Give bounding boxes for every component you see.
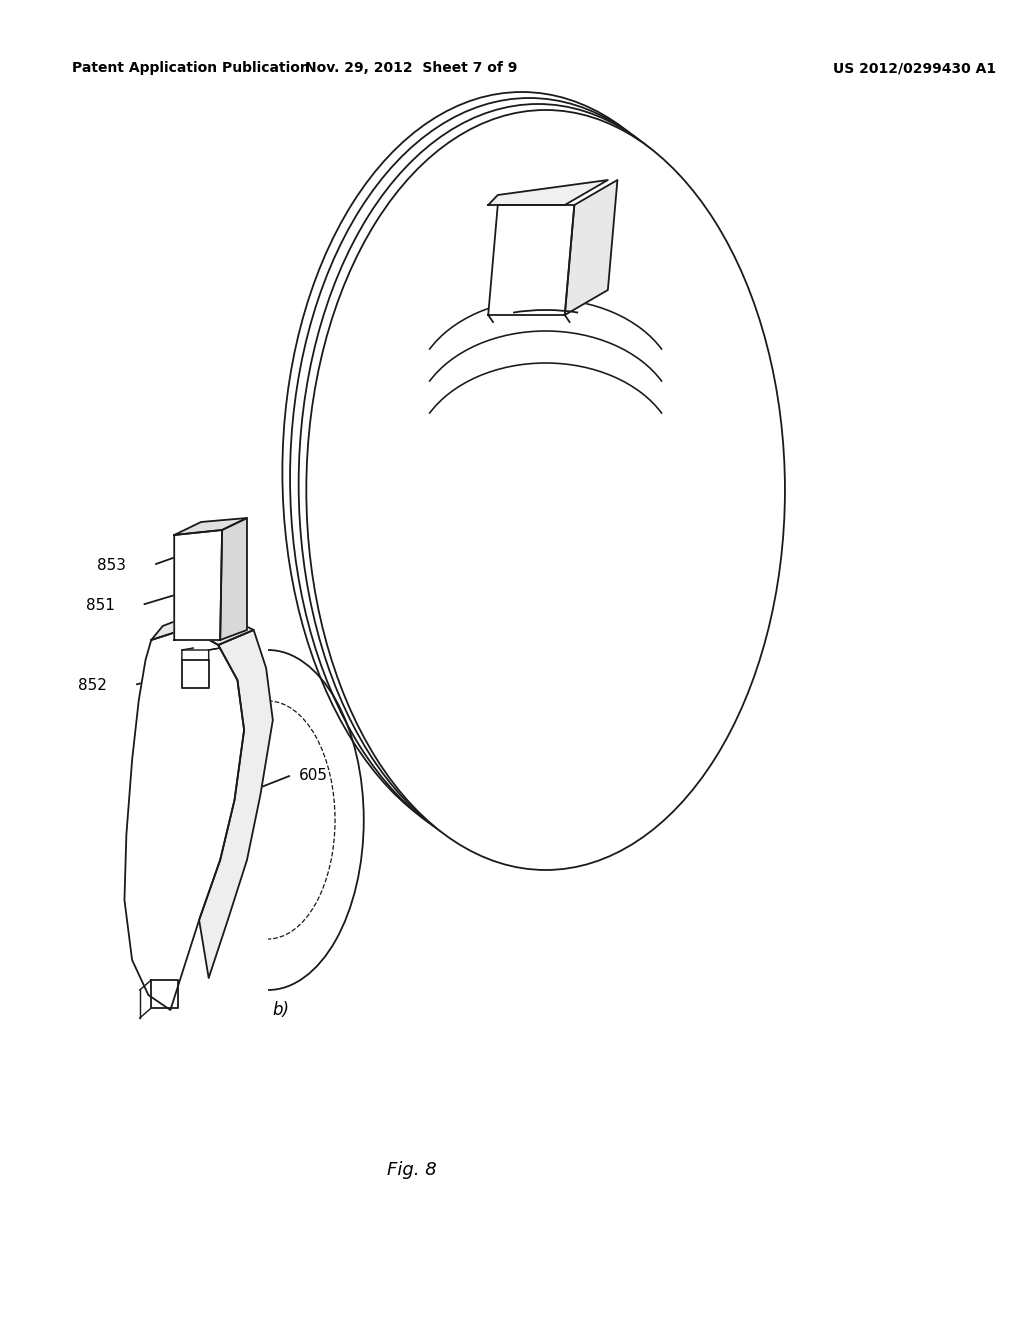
Text: 605: 605 xyxy=(707,412,735,428)
Polygon shape xyxy=(152,612,254,645)
Ellipse shape xyxy=(283,92,761,851)
Text: Fig. 8: Fig. 8 xyxy=(387,1162,436,1179)
Text: 853: 853 xyxy=(97,557,126,573)
Ellipse shape xyxy=(306,110,785,870)
Polygon shape xyxy=(199,630,272,978)
Polygon shape xyxy=(125,628,244,1010)
Text: 852: 852 xyxy=(79,678,108,693)
Text: b): b) xyxy=(272,1001,290,1019)
Polygon shape xyxy=(174,531,222,640)
Polygon shape xyxy=(220,517,247,640)
Ellipse shape xyxy=(299,104,777,865)
Polygon shape xyxy=(488,180,608,205)
Text: a): a) xyxy=(718,550,734,569)
Ellipse shape xyxy=(290,98,769,858)
Text: Nov. 29, 2012  Sheet 7 of 9: Nov. 29, 2012 Sheet 7 of 9 xyxy=(305,61,518,75)
Text: 851: 851 xyxy=(86,598,115,614)
Text: 851: 851 xyxy=(397,325,426,339)
Text: 605: 605 xyxy=(299,767,328,783)
Text: US 2012/0299430 A1: US 2012/0299430 A1 xyxy=(833,61,996,75)
Text: Patent Application Publication: Patent Application Publication xyxy=(72,61,309,75)
Polygon shape xyxy=(488,205,574,315)
Polygon shape xyxy=(174,517,247,535)
Polygon shape xyxy=(565,180,617,315)
Text: 853: 853 xyxy=(412,257,440,272)
